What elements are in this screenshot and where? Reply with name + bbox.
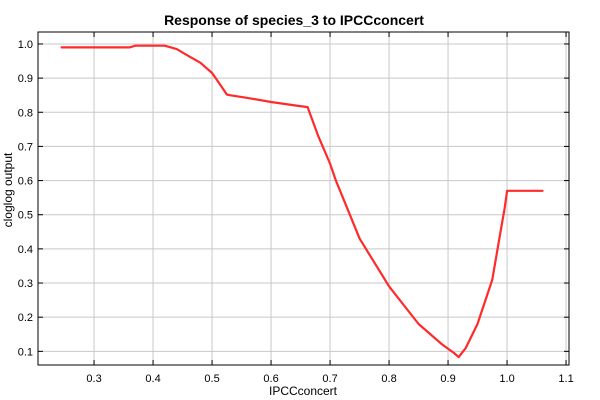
x-tick-label: 0.3 (86, 373, 101, 385)
y-tick-label: 0.6 (18, 176, 33, 188)
ticks (38, 32, 569, 365)
y-tick-label: 0.4 (18, 244, 33, 256)
y-tick-label: 0.1 (18, 346, 33, 358)
series-line (60, 44, 544, 359)
x-tick-label: 0.8 (381, 373, 396, 385)
grid (38, 32, 569, 365)
x-axis-label: IPCCconcert (269, 384, 338, 398)
y-tick-label: 0.2 (18, 312, 33, 324)
x-tick-label: 0.4 (145, 373, 160, 385)
x-tick-label: 1.0 (499, 373, 514, 385)
plot-frame (37, 31, 570, 366)
y-tick-label: 0.9 (18, 73, 33, 85)
y-tick-label: 0.5 (18, 210, 33, 222)
x-tick-label: 0.7 (322, 373, 337, 385)
y-tick-label: 0.3 (18, 278, 33, 290)
x-tick-label: 1.1 (558, 373, 573, 385)
x-tick-label: 0.6 (263, 373, 278, 385)
y-axis-label: cloglog output (1, 152, 15, 227)
x-tick-label: 0.5 (204, 373, 219, 385)
x-tick-label: 0.9 (440, 373, 455, 385)
tick-labels: 0.3 0.4 0.5 0.6 0.7 0.8 0.9 1.0 1.1 0.1 0.2 0.3 0.4 0… (18, 39, 574, 385)
y-tick-label: 0.7 (18, 141, 33, 153)
y-tick-label: 1.0 (18, 39, 33, 51)
y-tick-label: 0.8 (18, 107, 33, 119)
chart-title: Response of species_3 to IPCCconcert (164, 12, 424, 28)
